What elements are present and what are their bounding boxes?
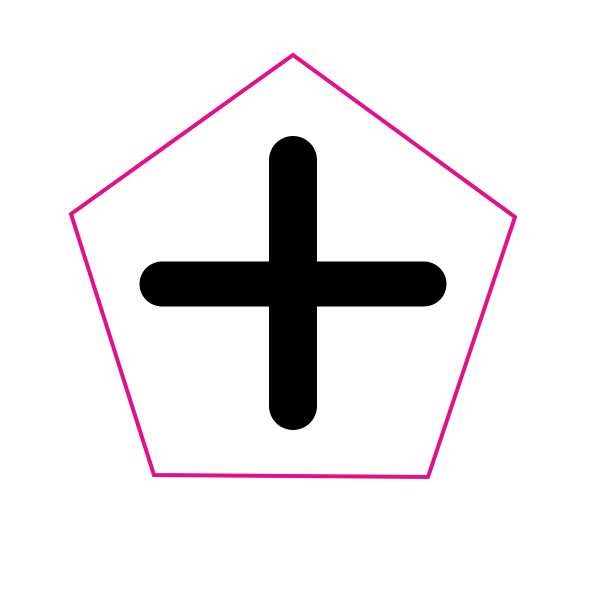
plus-icon [139,136,447,430]
